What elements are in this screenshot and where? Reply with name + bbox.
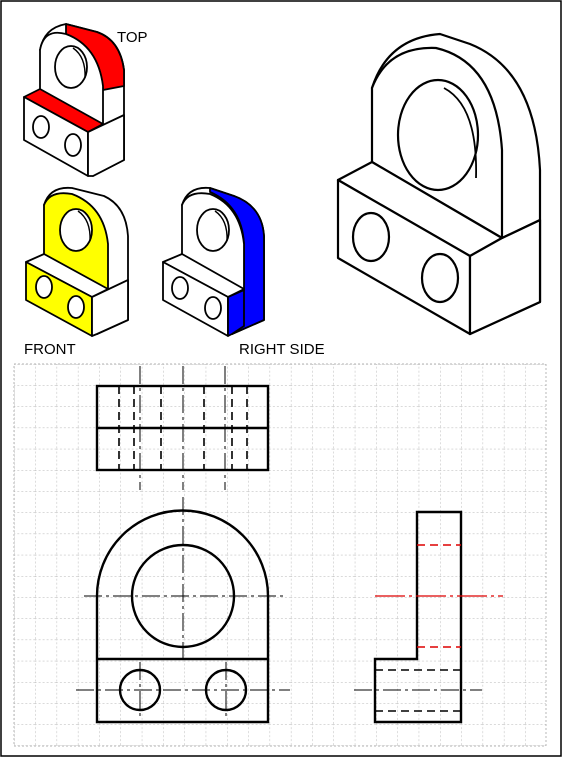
iso-large: [336, 32, 542, 336]
iso-top-highlight: [23, 23, 125, 177]
iso-front-highlight: [25, 186, 129, 337]
label-front: FRONT: [24, 341, 76, 358]
front-view: [76, 497, 290, 724]
label-top: TOP: [117, 29, 148, 46]
right-side-view: [354, 510, 503, 724]
top-view: [95, 366, 270, 490]
iso-right-highlight: [162, 186, 265, 337]
grid-area: [13, 363, 547, 747]
label-right-side: RIGHT SIDE: [239, 341, 325, 358]
